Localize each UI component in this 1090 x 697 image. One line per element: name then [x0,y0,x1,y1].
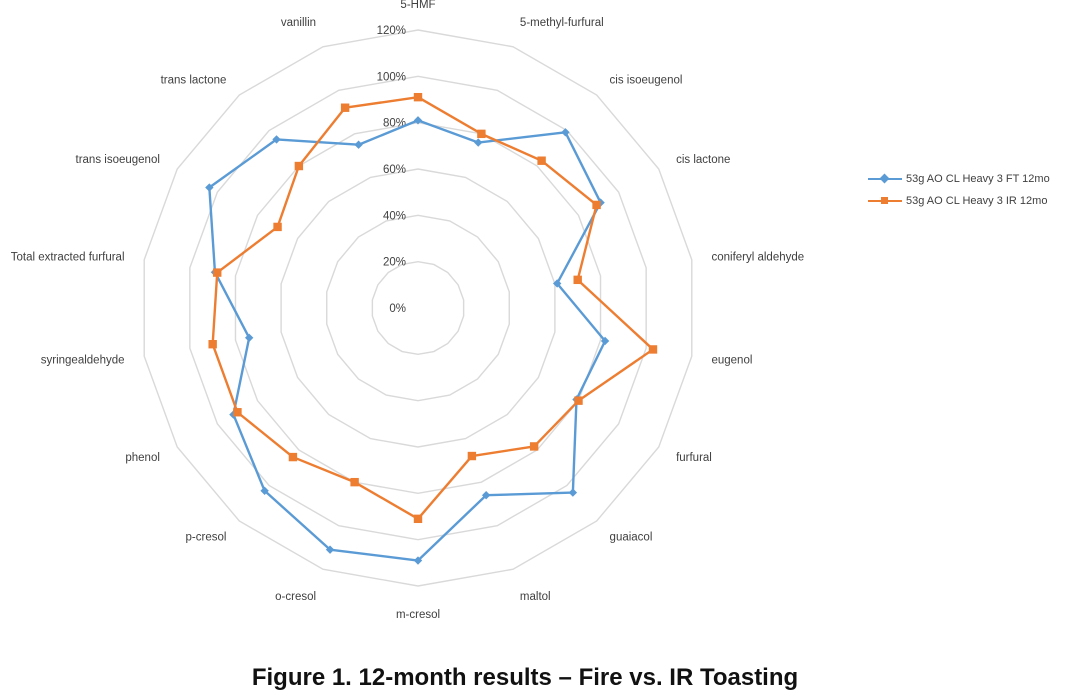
tick-label: 120% [377,25,406,37]
category-label: m-cresol [396,609,440,621]
data-point [529,442,539,451]
grid-ring [371,260,465,356]
category-label: vanillin [281,17,316,29]
data-point [350,477,359,487]
data-point [467,451,477,461]
data-point [340,103,350,112]
legend: 53g AO CL Heavy 3 FT 12mo 53g AO CL Heav… [868,168,1083,212]
grid-ring [189,75,647,541]
data-point [413,514,423,524]
data-point [552,279,562,288]
category-label: maltol [520,591,551,603]
data-point [648,345,658,354]
data-point [413,92,423,102]
category-label: syringealdehyde [41,355,125,367]
category-label: 5-HMF [400,0,435,11]
data-point [233,408,242,417]
category-label: furfural [676,452,712,464]
data-point [561,128,570,137]
data-point [537,156,546,165]
radar-chart: 0% 20% 40% 60% 80% 100% 120% 5-HMF 5-methyl-fur… [11,0,804,621]
legend-item-ft: 53g AO CL Heavy 3 FT 12mo [868,168,1083,190]
category-label: 5-methyl-furfural [520,17,604,29]
series-line-1 [211,95,655,521]
data-point [592,200,601,210]
data-point [273,222,282,232]
data-point [600,336,610,346]
legend-label-ir: 53g AO CL Heavy 3 IR 12mo [906,195,1048,207]
data-point [288,452,298,462]
category-label: trans lactone [161,75,227,87]
category-label: o-cresol [275,591,316,603]
data-point [568,488,578,497]
legend-swatch-ir [868,195,902,207]
category-label: phenol [125,452,160,464]
category-label: eugenol [711,355,752,367]
radial-tick-labels: 0% 20% 40% 60% 80% 100% 120% [377,25,406,315]
data-point [354,140,363,149]
data-point [272,135,281,144]
grid-ring [326,214,510,402]
data-point [574,396,583,405]
tick-label: 40% [383,210,406,222]
tick-label: 0% [389,303,406,315]
data-point [477,129,486,139]
tick-label: 60% [383,164,406,176]
data-point [213,268,222,277]
data-point [260,486,269,495]
legend-swatch-ft [868,173,902,185]
data-point [325,545,335,554]
data-point [244,333,254,342]
radar-grid [143,29,693,587]
category-label: cis lactone [676,154,730,166]
category-label: p-cresol [186,531,227,543]
data-series [205,92,658,565]
data-point [413,556,423,565]
data-point [205,183,214,192]
category-label: Total extracted furfural [11,251,125,263]
grid-ring [280,168,556,448]
series-line-0 [208,119,607,562]
data-point [573,275,582,285]
category-label: trans isoeugenol [76,154,160,166]
category-label: coniferyl aldehyde [711,251,804,263]
data-point [294,161,304,171]
tick-label: 100% [377,71,406,83]
data-point [481,491,491,500]
category-labels: 5-HMF 5-methyl-furfural cis isoeugenol cis … [11,0,804,621]
figure-caption: Figure 1. 12-month results – Fire vs. IR… [251,664,799,691]
grid-ring [143,29,693,587]
tick-label: 20% [383,257,406,269]
data-point [208,340,217,349]
category-label: guaiacol [610,531,653,543]
legend-item-ir: 53g AO CL Heavy 3 IR 12mo [868,190,1083,212]
grid-ring [234,121,602,495]
legend-label-ft: 53g AO CL Heavy 3 FT 12mo [906,173,1050,185]
data-point [474,138,483,147]
data-point [413,116,423,125]
category-label: cis isoeugenol [610,75,683,87]
tick-label: 80% [383,118,406,130]
